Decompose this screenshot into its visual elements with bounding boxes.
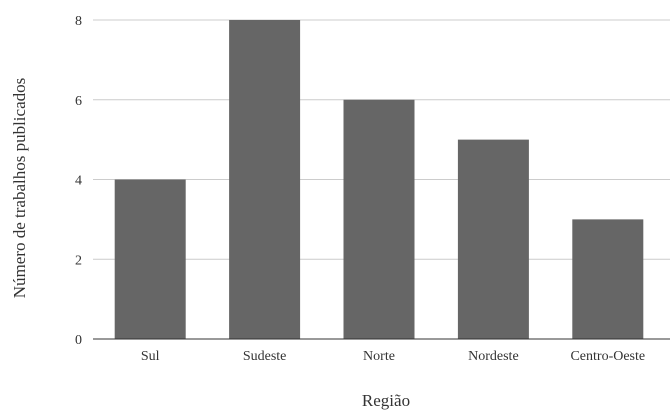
y-tick-label: 2 bbox=[75, 253, 82, 268]
x-tick-label: Norte bbox=[363, 349, 395, 364]
y-tick-label: 0 bbox=[75, 333, 82, 348]
y-tick-label: 4 bbox=[75, 174, 82, 189]
x-tick-label: Nordeste bbox=[468, 349, 519, 364]
bar-norte bbox=[343, 99, 415, 339]
bar-nordeste bbox=[457, 139, 529, 339]
y-tick-label: 8 bbox=[75, 14, 82, 29]
x-tick-label: Sudeste bbox=[243, 349, 287, 364]
x-tick-labels: Sul Sudeste Norte Nordeste Centro-Oeste bbox=[141, 349, 645, 364]
bar-sudeste bbox=[229, 20, 301, 339]
y-tick-label: 6 bbox=[75, 94, 82, 109]
x-axis-title: Região bbox=[362, 391, 410, 410]
x-tick-label: Sul bbox=[141, 349, 160, 364]
x-tick-label: Centro-Oeste bbox=[570, 349, 645, 364]
bar-centro-oeste bbox=[572, 219, 644, 339]
bars bbox=[114, 20, 644, 339]
bar-sul bbox=[114, 179, 186, 339]
y-axis-title: Número de trabalhos publicados bbox=[10, 78, 29, 298]
y-tick-labels: 0 2 4 6 8 bbox=[75, 14, 82, 348]
